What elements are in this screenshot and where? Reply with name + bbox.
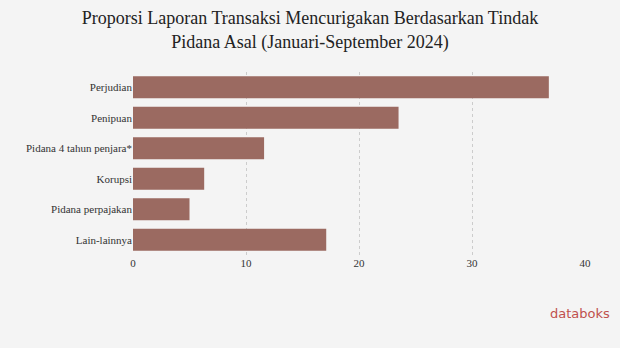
svg-text:Penipuan: Penipuan [91,112,132,124]
svg-text:30: 30 [467,257,479,269]
svg-text:40: 40 [580,257,592,269]
svg-text:0: 0 [130,257,136,269]
svg-text:10: 10 [241,257,253,269]
svg-text:Proporsi Laporan Transaksi Men: Proporsi Laporan Transaksi Mencurigakan … [82,8,538,52]
svg-text:databoks: databoks [550,306,610,321]
svg-text:Lain-lainnya: Lain-lainnya [76,234,132,246]
svg-text:20: 20 [354,257,366,269]
svg-text:Pidana 4 tahun penjara*: Pidana 4 tahun penjara* [26,142,132,154]
svg-text:Pidana perpajakan: Pidana perpajakan [51,203,132,215]
svg-text:Korupsi: Korupsi [97,173,132,185]
svg-text:Perjudian: Perjudian [90,81,133,93]
